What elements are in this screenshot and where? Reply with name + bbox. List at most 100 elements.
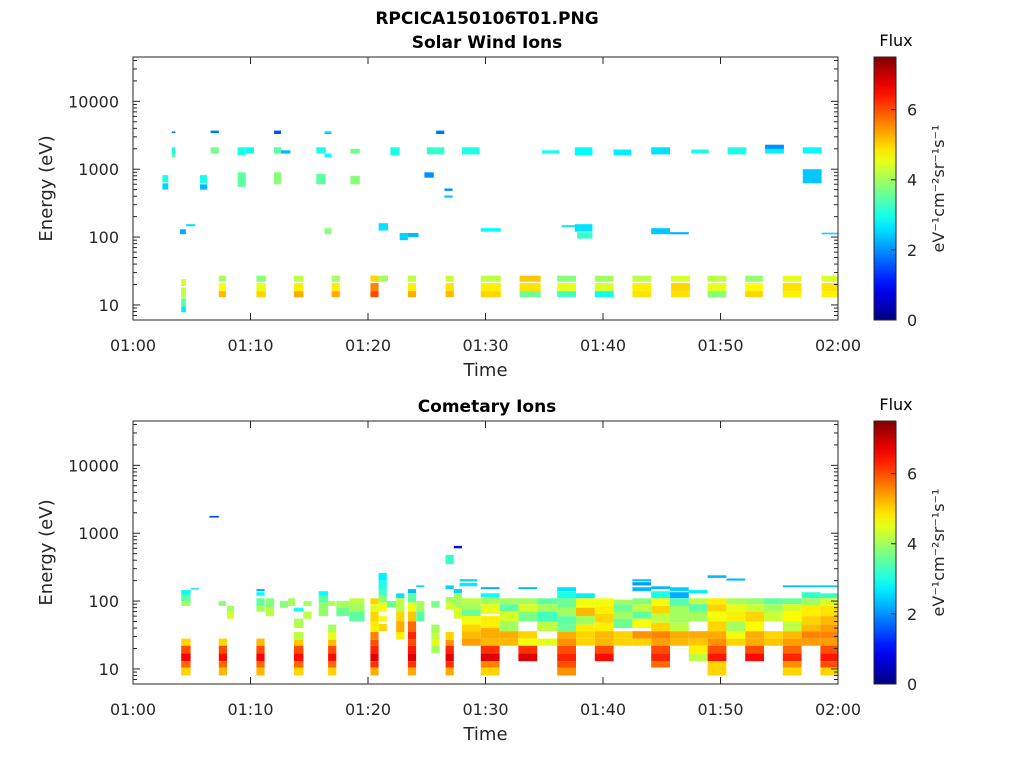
heatmap-cell [671, 283, 690, 292]
heatmap-cell [480, 616, 500, 629]
y-tick-label: 1000 [78, 524, 119, 543]
heatmap-cell [407, 291, 417, 298]
heatmap-cell [745, 291, 763, 298]
heatmap-cell [557, 587, 576, 592]
heatmap-cell [726, 621, 746, 632]
colorbar-tick-label: 0 [907, 311, 917, 330]
heatmap-cell [651, 613, 670, 623]
heatmap-cell [256, 667, 265, 676]
heatmap-cell [294, 645, 304, 654]
x-tick-label: 01:40 [580, 336, 626, 355]
x-axis: 01:00 01:10 01:20 01:30 01:40 01:50 02:00 [110, 57, 861, 355]
heatmap-cell [370, 632, 379, 640]
heatmap-cell [518, 598, 538, 605]
heatmap-cell [370, 283, 379, 292]
y-tick-label: 100 [88, 592, 119, 611]
heatmap-cell [181, 638, 191, 646]
heatmap-cell [274, 147, 281, 154]
heatmap-cell [370, 604, 379, 612]
heatmap-cell [378, 602, 387, 612]
heatmap-cell [171, 131, 176, 134]
heatmap-cell [294, 618, 304, 629]
heatmap-cell [651, 586, 670, 590]
heatmap-cell [574, 147, 593, 156]
heatmap-cell [480, 661, 500, 668]
heatmap-cell [378, 616, 387, 622]
heatmap-cell [181, 594, 191, 602]
heatmap-cell [782, 604, 802, 612]
heatmap-cell [256, 291, 266, 298]
colorbar-tick-label: 0 [907, 675, 917, 694]
heatmap-cell [519, 283, 541, 292]
heatmap-cell [407, 283, 417, 292]
heatmap-cell [745, 621, 764, 632]
heatmap-cell [688, 645, 708, 654]
heatmap-cell [557, 291, 576, 298]
heatmap-cell [651, 661, 670, 668]
heatmap-cell [378, 595, 387, 603]
heatmap-cell [726, 611, 746, 622]
heatmap-cell [499, 598, 519, 605]
heatmap-cell [726, 598, 746, 605]
heatmap-cell [328, 624, 337, 632]
heatmap-cell [462, 638, 481, 646]
heatmap-cell [265, 607, 274, 617]
heatmap-cell [370, 661, 379, 668]
heatmap-cell [386, 601, 397, 608]
heatmap-cell [782, 275, 802, 282]
heatmap-cell [256, 598, 265, 606]
colorbar-tick-label: 4 [907, 535, 917, 554]
heatmap-cell [407, 593, 417, 603]
heatmap-cell [519, 291, 541, 298]
heatmap-cell [802, 147, 822, 154]
heatmap-cell [594, 653, 614, 662]
heatmap-cell [281, 150, 291, 154]
heatmap-cell [782, 667, 802, 676]
heatmap-cell [370, 291, 379, 298]
heatmap-cell [407, 233, 419, 238]
heatmap-cell [218, 638, 227, 646]
heatmap-cell [632, 638, 652, 646]
colorbar-title: Flux [879, 31, 912, 50]
heatmap-cell [745, 631, 764, 639]
heatmap-cell [557, 283, 576, 292]
heatmap-cell [480, 587, 500, 590]
heatmap-cell [349, 604, 365, 612]
heatmap-cell [632, 587, 652, 592]
heatmap-cell [370, 645, 379, 654]
heatmap-cell [462, 604, 481, 610]
colorbar-tick-label: 4 [907, 171, 917, 190]
heatmap-cell [651, 228, 670, 235]
heatmap-cell [613, 618, 633, 629]
heatmap-cell [782, 661, 802, 668]
heatmap-cell [445, 585, 454, 590]
heatmap-cell [499, 611, 519, 622]
heatmap-cell [670, 598, 689, 606]
heatmap-cell [632, 598, 652, 605]
heatmap-cell [218, 667, 227, 676]
heatmap-cell [328, 601, 336, 606]
heatmap-cell [171, 153, 176, 158]
heatmap-cell [445, 275, 454, 282]
x-tick-label: 02:00 [815, 336, 861, 355]
heatmap-cell [576, 607, 595, 617]
heatmap-cell [210, 147, 219, 154]
x-tick-label: 01:30 [462, 700, 508, 719]
panel-1-title: Solar Wind Ions [412, 33, 563, 53]
heatmap-cell [801, 605, 821, 617]
heatmap-cell [459, 579, 478, 582]
heatmap-cell [745, 604, 764, 612]
heatmap-cell [378, 275, 388, 282]
heatmap-cell [594, 598, 614, 606]
heatmap-cell [820, 605, 838, 617]
heatmap-cell [218, 291, 226, 298]
heatmap-cell [745, 275, 763, 282]
heatmap-cell [820, 624, 838, 632]
heatmap-cell [218, 661, 227, 668]
heatmap-cell [557, 598, 576, 608]
heatmap-cell [688, 590, 708, 594]
x-tick-label: 01:20 [345, 336, 391, 355]
heatmap-cell [820, 638, 838, 646]
heatmap-cell [279, 601, 289, 608]
